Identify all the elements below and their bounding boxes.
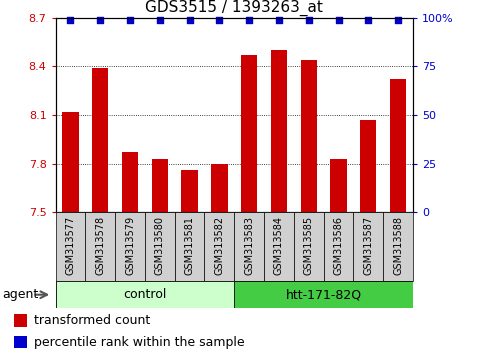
Point xyxy=(394,17,402,23)
FancyBboxPatch shape xyxy=(294,212,324,281)
FancyBboxPatch shape xyxy=(115,212,145,281)
Point xyxy=(305,17,313,23)
Text: control: control xyxy=(123,288,167,301)
Bar xyxy=(62,112,79,212)
FancyBboxPatch shape xyxy=(234,281,413,308)
Bar xyxy=(122,152,138,212)
Text: GSM313588: GSM313588 xyxy=(393,216,403,275)
Point xyxy=(185,17,193,23)
Bar xyxy=(390,79,406,212)
Point xyxy=(67,17,74,23)
Text: GSM313585: GSM313585 xyxy=(304,216,314,275)
FancyBboxPatch shape xyxy=(85,212,115,281)
Title: GDS3515 / 1393263_at: GDS3515 / 1393263_at xyxy=(145,0,323,16)
Text: htt-171-82Q: htt-171-82Q xyxy=(285,288,362,301)
Point xyxy=(335,17,342,23)
Point xyxy=(275,17,283,23)
FancyBboxPatch shape xyxy=(264,212,294,281)
Text: GSM313577: GSM313577 xyxy=(65,216,75,275)
Text: GSM313587: GSM313587 xyxy=(363,216,373,275)
FancyBboxPatch shape xyxy=(56,212,85,281)
Point xyxy=(97,17,104,23)
Text: GSM313582: GSM313582 xyxy=(214,216,225,275)
Bar xyxy=(330,159,347,212)
Bar xyxy=(300,60,317,212)
FancyBboxPatch shape xyxy=(204,212,234,281)
Bar xyxy=(152,159,168,212)
FancyBboxPatch shape xyxy=(383,212,413,281)
Text: GSM313581: GSM313581 xyxy=(185,216,195,275)
Bar xyxy=(271,50,287,212)
Text: GSM313578: GSM313578 xyxy=(95,216,105,275)
FancyBboxPatch shape xyxy=(175,212,204,281)
Bar xyxy=(14,336,27,348)
FancyBboxPatch shape xyxy=(234,212,264,281)
Text: GSM313580: GSM313580 xyxy=(155,216,165,275)
Bar xyxy=(241,55,257,212)
FancyBboxPatch shape xyxy=(324,212,354,281)
Point xyxy=(245,17,253,23)
Text: percentile rank within the sample: percentile rank within the sample xyxy=(34,336,244,349)
Point xyxy=(364,17,372,23)
Bar xyxy=(14,314,27,327)
FancyBboxPatch shape xyxy=(354,212,383,281)
Text: GSM313579: GSM313579 xyxy=(125,216,135,275)
Point xyxy=(215,17,223,23)
Point xyxy=(126,17,134,23)
Text: transformed count: transformed count xyxy=(34,314,150,327)
FancyBboxPatch shape xyxy=(145,212,175,281)
Text: agent: agent xyxy=(2,288,39,301)
Bar xyxy=(211,164,227,212)
Text: GSM313584: GSM313584 xyxy=(274,216,284,275)
Bar xyxy=(182,170,198,212)
Bar xyxy=(92,68,108,212)
Text: GSM313583: GSM313583 xyxy=(244,216,254,275)
FancyBboxPatch shape xyxy=(56,281,234,308)
Bar xyxy=(360,120,376,212)
Point xyxy=(156,17,164,23)
Text: GSM313586: GSM313586 xyxy=(333,216,343,275)
